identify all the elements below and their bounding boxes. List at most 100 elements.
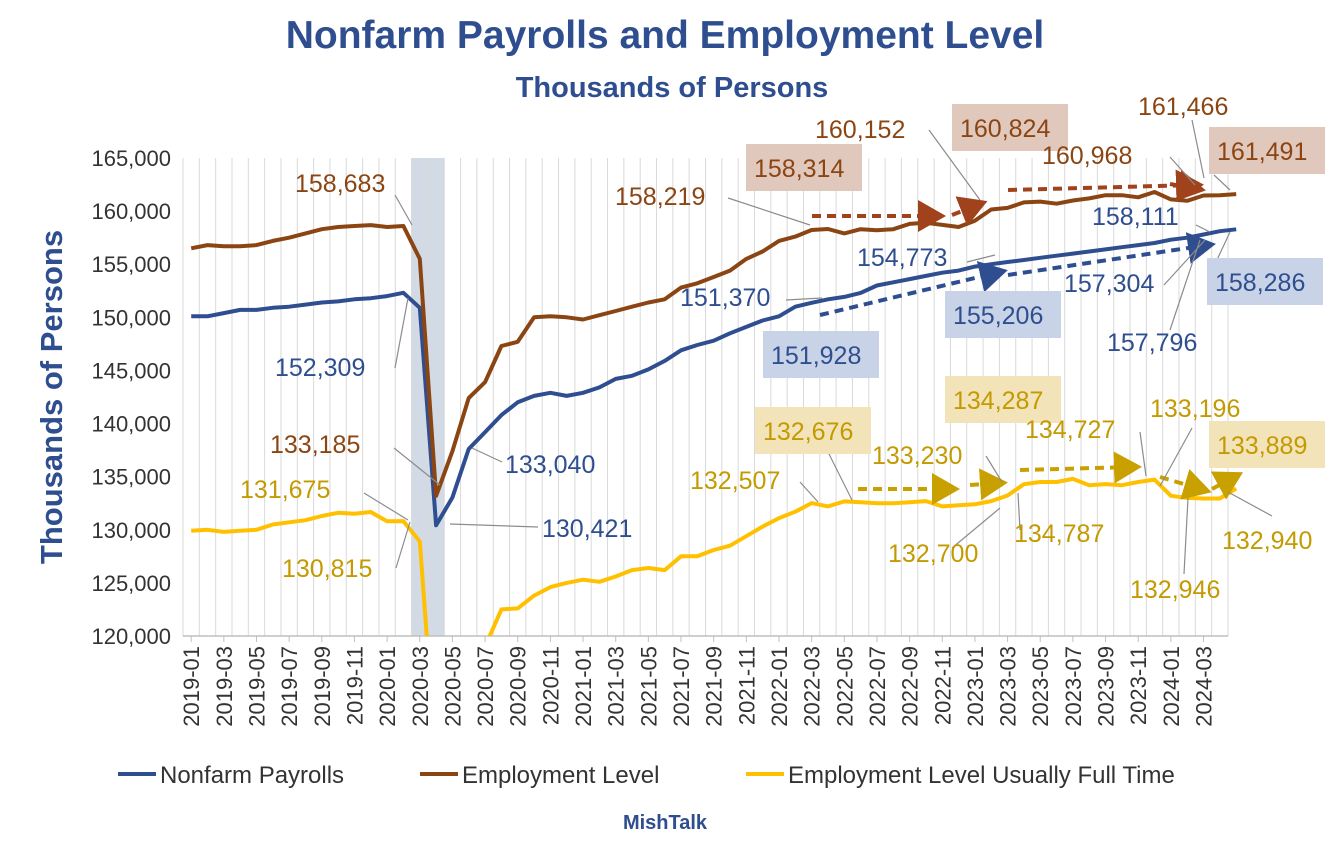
x-tick-label: 2019-11 [342, 646, 367, 725]
y-axis-label: Thousands of Persons [34, 230, 69, 564]
annotation-leader [1159, 427, 1193, 487]
annotation-label: 158,286 [1215, 269, 1305, 297]
annotation-leader [394, 297, 409, 369]
trend-arrow [951, 196, 988, 227]
annotation-label: 151,928 [771, 342, 861, 370]
annotation-label: 132,940 [1222, 527, 1312, 555]
annotation-label: 133,185 [270, 431, 360, 459]
y-tick-label: 140,000 [91, 412, 171, 437]
annotation-leader [1169, 239, 1201, 331]
x-tick-label: 2020-03 [408, 646, 433, 727]
annotation-label: 134,727 [1025, 416, 1115, 444]
x-tick-label: 2019-01 [179, 646, 204, 727]
x-tick-label: 2021-07 [669, 646, 694, 727]
annotation-label: 160,152 [815, 116, 905, 144]
trend-arrows [812, 169, 1244, 505]
annotation-label: 152,309 [275, 354, 365, 382]
gridlines [182, 158, 1229, 637]
trend-arrow [969, 468, 1008, 501]
annotation-box [763, 331, 879, 378]
annotation-leader [471, 447, 503, 463]
y-tick-label: 130,000 [91, 518, 171, 543]
annotation-box [755, 407, 871, 454]
x-tick-label: 2019-03 [212, 646, 237, 727]
annotation-leader [395, 521, 411, 569]
annotation-leader [1215, 231, 1231, 263]
annotation-label: 158,111 [1092, 203, 1179, 231]
x-tick-label: 2022-05 [832, 646, 857, 727]
trend-arrow [1169, 169, 1206, 202]
annotation-label: 154,773 [857, 244, 947, 272]
annotation-label: 151,370 [680, 284, 770, 312]
x-tick-label: 2023-07 [1061, 646, 1086, 727]
annotation-label: 133,040 [505, 451, 595, 479]
annotation-label: 155,206 [953, 302, 1043, 330]
x-tick-label: 2023-03 [996, 646, 1021, 727]
x-tick-label: 2022-07 [865, 646, 890, 727]
annotation-label: 160,968 [1042, 142, 1132, 170]
annotation-leader [985, 455, 1003, 483]
legend-label: Nonfarm Payrolls [160, 762, 344, 789]
x-tick-label: 2019-05 [244, 646, 269, 727]
x-tick-label: 2023-05 [1028, 646, 1053, 727]
y-tick-label: 155,000 [91, 252, 171, 277]
annotation-box [945, 291, 1061, 338]
annotation-box [1209, 127, 1325, 174]
x-tick-label: 2019-07 [277, 646, 302, 727]
y-tick-label: 125,000 [91, 571, 171, 596]
annotation-leader [727, 197, 811, 226]
legend: Nonfarm Payrolls Employment Level Employme… [118, 762, 1175, 789]
annotation-label: 158,683 [295, 170, 385, 198]
annotation-label: 134,287 [953, 387, 1043, 415]
annotation-leader [394, 194, 413, 226]
annotation-box [952, 104, 1068, 151]
data-annotations: 158,683 152,309 133,185 131,675 130,815 133,0… [240, 93, 1325, 604]
annotation-box [945, 376, 1061, 423]
x-tick-label: 2019-09 [310, 646, 335, 727]
annotation-label: 133,196 [1150, 395, 1240, 423]
x-tick-label: 2020-01 [375, 646, 400, 727]
annotation-leader [1169, 156, 1196, 186]
annotation-label: 132,700 [888, 540, 978, 568]
annotation-box [746, 144, 862, 191]
x-tick-label: 2020-11 [538, 646, 563, 725]
series-lines [190, 190, 1238, 636]
annotation-label: 160,824 [960, 115, 1050, 143]
y-tick-label: 150,000 [91, 305, 171, 330]
x-tick-label: 2020-07 [473, 646, 498, 727]
annotation-leader [785, 297, 823, 301]
annotation-leader [363, 492, 409, 521]
trend-arrow [1007, 232, 1216, 277]
chart-title: Nonfarm Payrolls and Employment Level [286, 14, 1045, 57]
annotation-label: 157,304 [1064, 270, 1154, 298]
x-tick-label: 2022-01 [767, 646, 792, 727]
x-tick-label: 2021-01 [571, 646, 596, 727]
annotation-leader [1139, 431, 1147, 477]
legend-label: Employment Level [462, 762, 659, 789]
annotation-leader [951, 507, 1001, 549]
x-tick-label: 2020-09 [506, 646, 531, 727]
employment-level-line [190, 190, 1237, 498]
annotation-box [1209, 421, 1325, 468]
annotation-label: 161,491 [1217, 138, 1307, 166]
annotation-box [1207, 258, 1323, 305]
trend-arrow [1007, 169, 1204, 202]
annotation-label: 133,889 [1217, 432, 1307, 460]
annotation-leader [799, 481, 819, 503]
annotation-label: 130,815 [282, 555, 372, 583]
annotation-leader [1183, 497, 1189, 575]
trend-arrow [1019, 451, 1142, 484]
annotation-label: 132,946 [1130, 576, 1220, 604]
x-tick-label: 2024-01 [1159, 646, 1184, 727]
y-tick-label: 120,000 [91, 624, 171, 649]
y-tick-label: 165,000 [91, 146, 171, 171]
x-tick-label: 2021-11 [734, 646, 759, 725]
y-tick-label: 145,000 [91, 358, 171, 383]
trend-arrow [819, 261, 1008, 317]
credit-text: MishTalk [623, 812, 708, 834]
y-tick-label: 160,000 [91, 199, 171, 224]
y-tick-label: 135,000 [91, 465, 171, 490]
annotation-leader [1191, 119, 1205, 179]
x-tick-label: 2020-05 [440, 646, 465, 727]
